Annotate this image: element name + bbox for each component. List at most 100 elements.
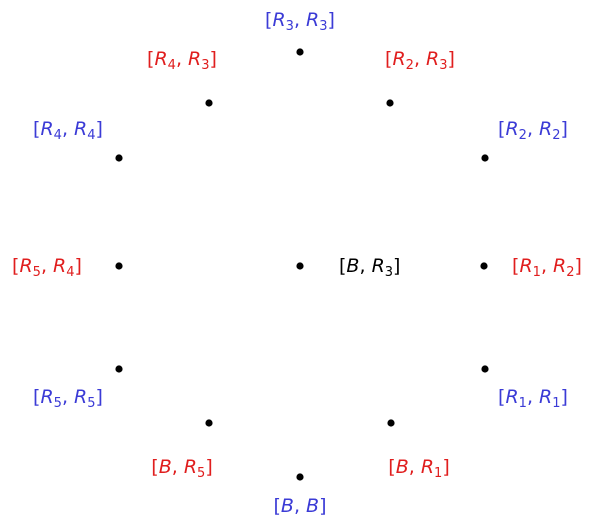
label-symbol: B: [306, 495, 319, 517]
label-symbol: B: [281, 495, 294, 517]
label-symbol: R: [272, 9, 285, 31]
label-subscript: 5: [87, 396, 95, 411]
label-punct: ]: [96, 386, 103, 408]
label-punct: ,: [41, 255, 53, 277]
node-label-br1: [B, R1​]: [388, 456, 449, 481]
label-subscript: 4: [66, 265, 74, 280]
label-punct: [: [498, 386, 505, 408]
label-punct: ]: [210, 48, 217, 70]
label-punct: ]: [448, 48, 455, 70]
label-punct: ,: [527, 386, 539, 408]
node-label-r4r3: [R4​, R3​]: [147, 48, 217, 73]
label-subscript: 5: [33, 265, 41, 280]
label-symbol: R: [372, 255, 385, 277]
node-label-br3: [B, R3​]: [339, 255, 400, 280]
node-label-r3r3: [R3​, R3​]: [265, 9, 335, 34]
node-dot-bb: [296, 473, 304, 481]
label-punct: [: [385, 48, 392, 70]
label-symbol: R: [74, 386, 87, 408]
label-punct: [: [33, 386, 40, 408]
label-punct: ]: [96, 118, 103, 140]
label-punct: ]: [75, 255, 82, 277]
label-subscript: 2: [406, 58, 414, 73]
node-dot-r2r3: [386, 99, 394, 107]
label-punct: ,: [414, 48, 426, 70]
label-punct: ,: [294, 9, 306, 31]
label-subscript: 1: [519, 396, 527, 411]
label-subscript: 1: [533, 265, 541, 280]
label-punct: ]: [561, 386, 568, 408]
label-punct: ,: [541, 255, 553, 277]
label-punct: ,: [294, 495, 306, 517]
node-dot-r5r5: [115, 365, 123, 373]
node-dot-r1r1: [481, 365, 489, 373]
label-punct: [: [339, 255, 346, 277]
label-symbol: R: [19, 255, 32, 277]
label-subscript: 3: [385, 265, 393, 280]
label-symbol: R: [553, 255, 566, 277]
label-punct: ,: [62, 118, 74, 140]
label-punct: [: [147, 48, 154, 70]
label-symbol: R: [154, 48, 167, 70]
label-punct: ]: [561, 118, 568, 140]
label-punct: ,: [409, 456, 421, 478]
label-symbol: R: [40, 118, 53, 140]
label-symbol: B: [346, 255, 359, 277]
label-symbol: R: [539, 386, 552, 408]
label-subscript: 2: [519, 128, 527, 143]
node-dot-r1r2: [480, 262, 488, 270]
node-dot-r4r3: [205, 99, 213, 107]
label-punct: [: [512, 255, 519, 277]
node-dot-r2r2: [481, 154, 489, 162]
node-label-r2r3: [R2​, R3​]: [385, 48, 455, 73]
label-punct: [: [151, 456, 158, 478]
label-symbol: R: [519, 255, 532, 277]
label-subscript: 4: [168, 58, 176, 73]
label-subscript: 3: [319, 19, 327, 34]
label-symbol: R: [505, 118, 518, 140]
node-label-r1r1: [R1​, R1​]: [498, 386, 568, 411]
label-punct: [: [265, 9, 272, 31]
label-punct: ,: [527, 118, 539, 140]
label-symbol: R: [426, 48, 439, 70]
label-subscript: 1: [552, 396, 560, 411]
label-punct: ,: [176, 48, 188, 70]
node-dot-br1: [387, 419, 395, 427]
label-subscript: 2: [566, 265, 574, 280]
node-label-r5r4: [R5​, R4​]: [12, 255, 82, 280]
label-subscript: 3: [286, 19, 294, 34]
label-symbol: R: [421, 456, 434, 478]
node-label-r5r5: [R5​, R5​]: [33, 386, 103, 411]
label-symbol: R: [40, 386, 53, 408]
label-symbol: R: [184, 456, 197, 478]
label-punct: [: [33, 118, 40, 140]
label-subscript: 2: [552, 128, 560, 143]
label-punct: ,: [172, 456, 184, 478]
label-symbol: R: [53, 255, 66, 277]
label-punct: ]: [319, 495, 326, 517]
label-symbol: R: [306, 9, 319, 31]
label-subscript: 3: [201, 58, 209, 73]
node-label-r2r2: [R2​, R2​]: [498, 118, 568, 143]
label-symbol: R: [392, 48, 405, 70]
label-punct: ]: [442, 456, 449, 478]
label-punct: ]: [393, 255, 400, 277]
label-punct: ,: [359, 255, 371, 277]
node-label-r4r4: [R4​, R4​]: [33, 118, 103, 143]
label-punct: ]: [575, 255, 582, 277]
node-label-br5: [B, R5​]: [151, 456, 212, 481]
node-dot-r4r4: [115, 154, 123, 162]
node-label-r1r2: [R1​, R2​]: [512, 255, 582, 280]
label-subscript: 5: [197, 466, 205, 481]
label-punct: ]: [328, 9, 335, 31]
label-subscript: 3: [439, 58, 447, 73]
node-dot-br5: [205, 419, 213, 427]
label-punct: ,: [62, 386, 74, 408]
label-punct: [: [273, 495, 280, 517]
node-dot-r3r3: [296, 48, 304, 56]
label-symbol: B: [159, 456, 172, 478]
label-symbol: B: [396, 456, 409, 478]
label-subscript: 1: [434, 466, 442, 481]
node-dot-br3: [296, 262, 304, 270]
